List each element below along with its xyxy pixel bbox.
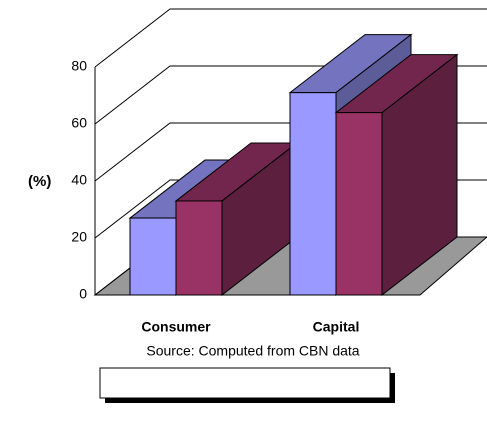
bar (175, 200, 223, 296)
bar (335, 112, 383, 296)
x-tick-label: Consumer (141, 319, 211, 335)
grid-line (94, 8, 487, 68)
bar (129, 217, 177, 296)
bar (289, 92, 337, 296)
y-tick-label: 20 (71, 229, 87, 245)
y-tick-label: 0 (79, 286, 87, 302)
x-tick-label: Capital (313, 319, 360, 335)
y-tick-label: 80 (71, 58, 87, 74)
y-tick-label: 60 (71, 115, 87, 131)
caption: Source: Computed from CBN data (146, 343, 359, 359)
legend (99, 367, 391, 399)
y-axis-label: (%) (28, 173, 51, 190)
y-tick-label: 40 (71, 172, 87, 188)
